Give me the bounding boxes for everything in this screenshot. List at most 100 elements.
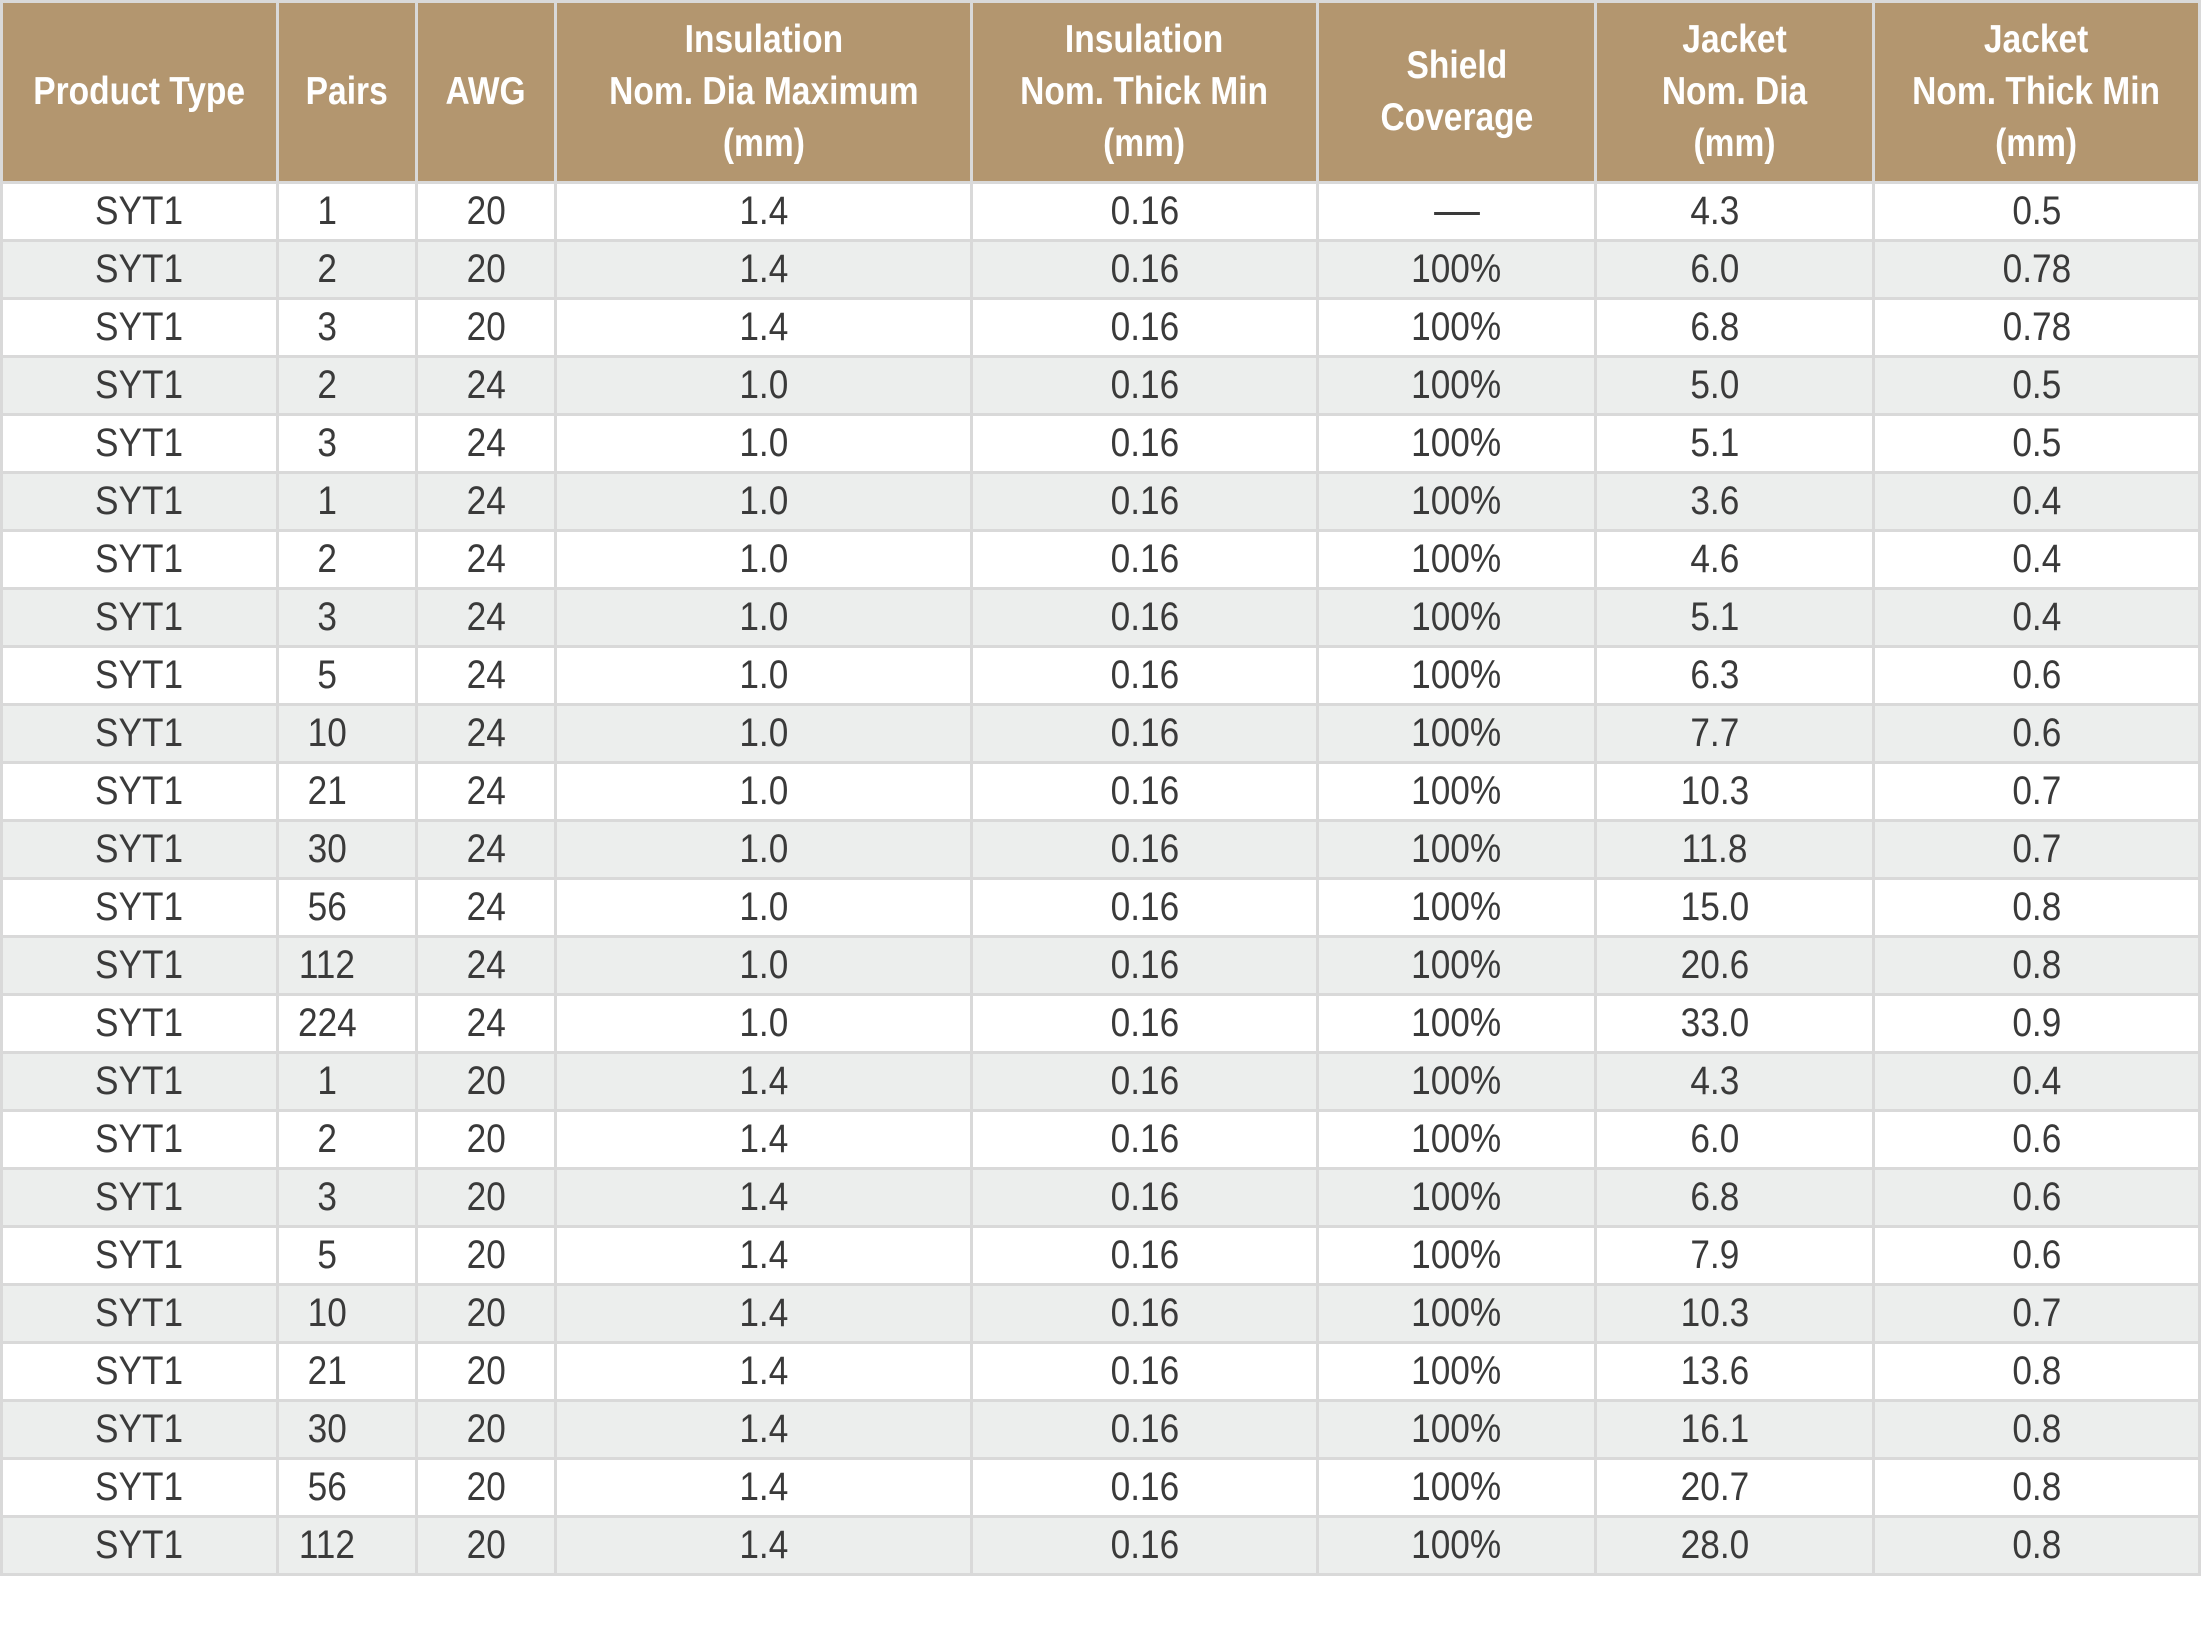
cell-shield-coverage: 100% — [1316, 935, 1597, 996]
cell-awg: 20 — [415, 239, 557, 300]
cell-awg: 20 — [415, 1109, 557, 1170]
header-awg: AWG — [415, 0, 557, 184]
cell-pairs: 2 — [276, 1109, 418, 1170]
cell-insulation-thick: 0.16 — [970, 1051, 1319, 1112]
cell-product-type: SYT1 — [0, 181, 279, 242]
cell-insulation-thick: 0.16 — [970, 645, 1319, 706]
cell-jacket-thick: 0.6 — [1872, 645, 2201, 706]
table-row: SYT1 112 24 1.0 0.16 100% 20.6 0.8 — [0, 935, 2201, 996]
cell-shield-coverage: 100% — [1316, 645, 1597, 706]
cell-shield-coverage: 100% — [1316, 1225, 1597, 1286]
table-row: SYT1 1 24 1.0 0.16 100% 3.6 0.4 — [0, 471, 2201, 532]
cell-jacket-thick: 0.4 — [1872, 1051, 2201, 1112]
cell-awg: 20 — [415, 1283, 557, 1344]
cell-insulation-dia: 1.4 — [554, 1109, 973, 1170]
cell-awg: 20 — [415, 1051, 557, 1112]
cell-shield-coverage: 100% — [1316, 1341, 1597, 1402]
cell-pairs: 21 — [276, 761, 418, 822]
cell-insulation-dia: 1.0 — [554, 587, 973, 648]
cell-jacket-thick: 0.6 — [1872, 703, 2201, 764]
cell-product-type: SYT1 — [0, 1167, 279, 1228]
cell-jacket-dia: 28.0 — [1594, 1515, 1875, 1576]
cable-specs-table: Product Type Pairs AWG Insulation Nom. D… — [0, 0, 2201, 1576]
cell-awg: 20 — [415, 1457, 557, 1518]
header-insulation-thick: Insulation Nom. Thick Min (mm) — [970, 0, 1319, 184]
cell-insulation-thick: 0.16 — [970, 181, 1319, 242]
cell-jacket-dia: 4.6 — [1594, 529, 1875, 590]
cell-jacket-dia: 13.6 — [1594, 1341, 1875, 1402]
cell-awg: 24 — [415, 993, 557, 1054]
cell-insulation-thick: 0.16 — [970, 1341, 1319, 1402]
cell-jacket-thick: 0.4 — [1872, 587, 2201, 648]
table-row: SYT1 2 20 1.4 0.16 100% 6.0 0.78 — [0, 239, 2201, 300]
cell-jacket-thick: 0.8 — [1872, 1341, 2201, 1402]
cell-jacket-dia: 7.7 — [1594, 703, 1875, 764]
table-row: SYT1 112 20 1.4 0.16 100% 28.0 0.8 — [0, 1515, 2201, 1576]
cell-shield-coverage: 100% — [1316, 297, 1597, 358]
cell-product-type: SYT1 — [0, 471, 279, 532]
cell-product-type: SYT1 — [0, 1225, 279, 1286]
cell-pairs: 1 — [276, 181, 418, 242]
cell-shield-coverage: 100% — [1316, 761, 1597, 822]
cell-pairs: 1 — [276, 471, 418, 532]
cell-insulation-thick: 0.16 — [970, 239, 1319, 300]
cell-awg: 24 — [415, 645, 557, 706]
header-insulation-dia: Insulation Nom. Dia Maximum (mm) — [554, 0, 973, 184]
cell-awg: 20 — [415, 1341, 557, 1402]
header-row: Product Type Pairs AWG Insulation Nom. D… — [0, 0, 2201, 184]
cell-jacket-thick: 0.5 — [1872, 181, 2201, 242]
header-pairs: Pairs — [276, 0, 418, 184]
cell-insulation-dia: 1.4 — [554, 1399, 973, 1460]
cell-product-type: SYT1 — [0, 1283, 279, 1344]
cell-shield-coverage: 100% — [1316, 1283, 1597, 1344]
cell-jacket-dia: 10.3 — [1594, 761, 1875, 822]
empty-dash — [1433, 211, 1480, 215]
cell-jacket-dia: 11.8 — [1594, 819, 1875, 880]
cell-jacket-thick: 0.5 — [1872, 413, 2201, 474]
cell-shield-coverage: 100% — [1316, 471, 1597, 532]
cell-awg: 24 — [415, 819, 557, 880]
cell-pairs: 2 — [276, 355, 418, 416]
table-row: SYT1 21 20 1.4 0.16 100% 13.6 0.8 — [0, 1341, 2201, 1402]
cell-pairs: 112 — [276, 935, 418, 996]
cell-insulation-dia: 1.4 — [554, 1341, 973, 1402]
cell-pairs: 224 — [276, 993, 418, 1054]
header-jacket-dia: Jacket Nom. Dia (mm) — [1594, 0, 1875, 184]
cell-jacket-thick: 0.8 — [1872, 1399, 2201, 1460]
cell-insulation-dia: 1.4 — [554, 1457, 973, 1518]
cell-product-type: SYT1 — [0, 413, 279, 474]
table-row: SYT1 10 24 1.0 0.16 100% 7.7 0.6 — [0, 703, 2201, 764]
cell-insulation-thick: 0.16 — [970, 587, 1319, 648]
cell-jacket-dia: 6.0 — [1594, 1109, 1875, 1170]
cell-jacket-dia: 6.8 — [1594, 297, 1875, 358]
cell-jacket-dia: 6.3 — [1594, 645, 1875, 706]
table-row: SYT1 56 24 1.0 0.16 100% 15.0 0.8 — [0, 877, 2201, 938]
cell-product-type: SYT1 — [0, 935, 279, 996]
cell-shield-coverage: 100% — [1316, 1167, 1597, 1228]
cell-insulation-thick: 0.16 — [970, 1283, 1319, 1344]
cell-product-type: SYT1 — [0, 761, 279, 822]
cell-insulation-dia: 1.0 — [554, 877, 973, 938]
cell-pairs: 56 — [276, 877, 418, 938]
table-row: SYT1 2 24 1.0 0.16 100% 4.6 0.4 — [0, 529, 2201, 590]
table-row: SYT1 1 20 1.4 0.16 100% 4.3 0.4 — [0, 1051, 2201, 1112]
cell-jacket-dia: 10.3 — [1594, 1283, 1875, 1344]
cell-product-type: SYT1 — [0, 529, 279, 590]
cell-shield-coverage: 100% — [1316, 1109, 1597, 1170]
cell-shield-coverage: 100% — [1316, 1515, 1597, 1576]
cell-insulation-dia: 1.0 — [554, 413, 973, 474]
cell-insulation-thick: 0.16 — [970, 935, 1319, 996]
table-row: SYT1 2 20 1.4 0.16 100% 6.0 0.6 — [0, 1109, 2201, 1170]
cell-jacket-thick: 0.9 — [1872, 993, 2201, 1054]
cell-awg: 24 — [415, 413, 557, 474]
cell-product-type: SYT1 — [0, 239, 279, 300]
table-row: SYT1 1 20 1.4 0.16 4.3 0.5 — [0, 181, 2201, 242]
cell-product-type: SYT1 — [0, 1515, 279, 1576]
cell-product-type: SYT1 — [0, 1051, 279, 1112]
cell-shield-coverage: 100% — [1316, 877, 1597, 938]
cell-product-type: SYT1 — [0, 355, 279, 416]
cell-insulation-dia: 1.4 — [554, 181, 973, 242]
cell-awg: 20 — [415, 181, 557, 242]
cell-jacket-thick: 0.6 — [1872, 1225, 2201, 1286]
cell-jacket-dia: 15.0 — [1594, 877, 1875, 938]
